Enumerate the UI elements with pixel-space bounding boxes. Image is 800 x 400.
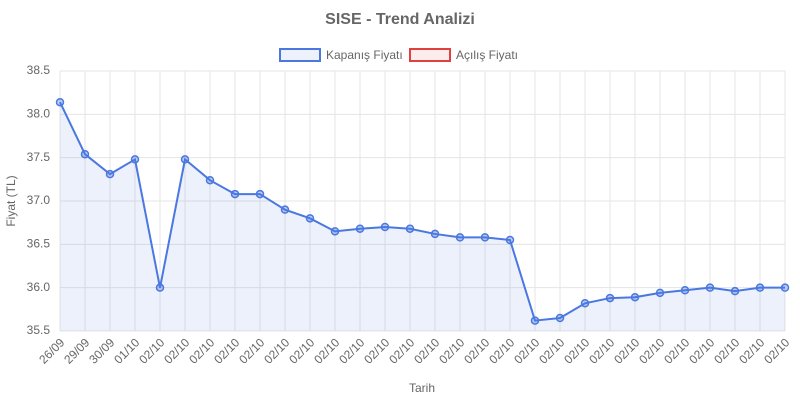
point (280, 205, 290, 214)
x-tick-label: 02/10 (536, 335, 567, 366)
y-tick-label: 37.0 (27, 193, 51, 207)
point (180, 155, 190, 164)
y-tick-label: 36.0 (27, 280, 51, 294)
point (655, 288, 665, 298)
legend-swatch (409, 48, 451, 62)
point (730, 286, 740, 296)
point (580, 299, 590, 308)
point (55, 97, 65, 107)
x-tick-label: 02/10 (636, 335, 667, 366)
x-tick-label: 02/10 (711, 335, 742, 366)
x-tick-label: 02/10 (661, 335, 692, 366)
point (130, 155, 140, 164)
point (430, 229, 440, 239)
y-tick-label: 35.5 (27, 323, 51, 337)
point (205, 175, 215, 185)
x-tick-label: 02/10 (586, 335, 617, 366)
y-tick-label: 36.5 (27, 237, 51, 251)
legend-label: Açılış Fiyatı (456, 48, 518, 62)
point (255, 189, 265, 199)
x-tick-label: 01/10 (111, 335, 142, 366)
chart-title: SISE - Trend Analizi (325, 11, 475, 28)
x-tick-label: 02/10 (761, 335, 792, 366)
x-tick-label: 02/10 (286, 335, 317, 366)
x-tick-label: 02/10 (486, 335, 517, 366)
x-tick-label: 02/10 (336, 335, 367, 366)
x-tick-label: 02/10 (511, 335, 542, 366)
x-tick-label: 02/10 (436, 335, 467, 366)
x-tick-label: 30/09 (86, 335, 117, 366)
point (355, 224, 365, 233)
x-tick-label: 02/10 (736, 335, 767, 366)
x-tick-label: 02/10 (561, 335, 592, 366)
point (330, 227, 340, 236)
point (80, 149, 90, 159)
x-tick-label: 02/10 (311, 335, 342, 366)
x-tick-label: 02/10 (211, 335, 242, 366)
point (380, 222, 390, 232)
point (680, 286, 690, 295)
x-tick-label: 02/10 (161, 335, 192, 366)
point (705, 283, 715, 292)
point (305, 214, 315, 223)
legend-swatch (279, 48, 321, 62)
x-tick-label: 02/10 (236, 335, 267, 366)
x-tick-label: 02/10 (461, 335, 492, 366)
x-tick-label: 02/10 (261, 335, 292, 366)
point (505, 235, 515, 245)
point (405, 224, 415, 233)
y-tick-label: 37.5 (27, 150, 51, 164)
legend-label: Kapanış Fiyatı (326, 48, 403, 62)
x-tick-label: 02/10 (686, 335, 717, 366)
point (230, 189, 240, 199)
x-tick-label: 26/09 (36, 335, 67, 366)
x-tick-label: 02/10 (186, 335, 217, 366)
point (530, 316, 540, 325)
x-tick-label: 02/10 (136, 335, 167, 366)
point (780, 283, 790, 292)
point (605, 293, 615, 303)
x-tick-label: 29/09 (61, 335, 92, 366)
x-tick-label: 02/10 (411, 335, 442, 366)
point (480, 233, 490, 242)
point (105, 169, 115, 179)
point (755, 283, 765, 292)
point (155, 283, 165, 292)
y-axis-label: Fiyat (TL) (4, 175, 18, 226)
point (555, 313, 565, 323)
x-axis-label: Tarih (409, 381, 435, 395)
x-tick-label: 02/10 (386, 335, 417, 366)
point (630, 292, 640, 302)
y-tick-label: 38.5 (27, 63, 51, 77)
y-tick-label: 38.0 (27, 107, 51, 121)
point (455, 233, 465, 242)
x-tick-label: 02/10 (361, 335, 392, 366)
x-tick-label: 02/10 (611, 335, 642, 366)
area (60, 102, 785, 331)
